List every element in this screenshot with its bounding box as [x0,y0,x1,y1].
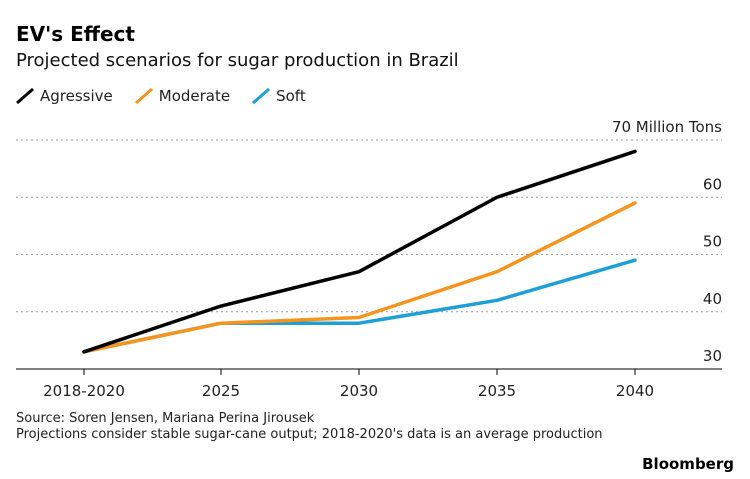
legend-item-moderate: Moderate [134,87,231,105]
legend-label-agressive: Agressive [40,87,113,105]
legend-item-soft: Soft [252,87,306,105]
chart-title: EV's Effect [16,22,135,46]
source-note: Source: Soren Jensen, Mariana Perina Jir… [16,411,315,426]
y-tick-label: 50 [703,233,722,251]
x-tick-label: 2040 [616,382,654,400]
y-tick-label: 70 Million Tons [612,118,722,136]
footer: Source: Soren Jensen, Mariana Perina Jir… [16,411,626,443]
legend-label-soft: Soft [276,87,306,105]
legend-swatch-agressive [16,87,34,105]
x-tick-label: 2025 [202,382,240,400]
y-tick-label: 60 [703,175,722,193]
x-tick-label: 2018-2020 [43,382,125,400]
x-tick-label: 2035 [478,382,516,400]
legend-swatch-soft [252,87,271,105]
series-line-moderate [82,201,637,354]
x-tick-label: 2030 [340,382,378,400]
legend-item-agressive: Agressive [16,87,113,105]
series-line-agressive [82,149,637,354]
series-line-soft [82,258,637,354]
legend: Agressive Moderate Soft [16,87,328,105]
legend-swatch-moderate [134,87,153,105]
y-tick-label: 40 [703,290,722,308]
legend-label-moderate: Moderate [158,87,231,105]
chart-subtitle: Projected scenarios for sugar production… [16,50,459,71]
projection-note: Projections consider stable sugar-cane o… [16,427,603,442]
bloomberg-logo: Bloomberg [642,455,734,473]
y-tick-label: 30 [703,347,722,365]
